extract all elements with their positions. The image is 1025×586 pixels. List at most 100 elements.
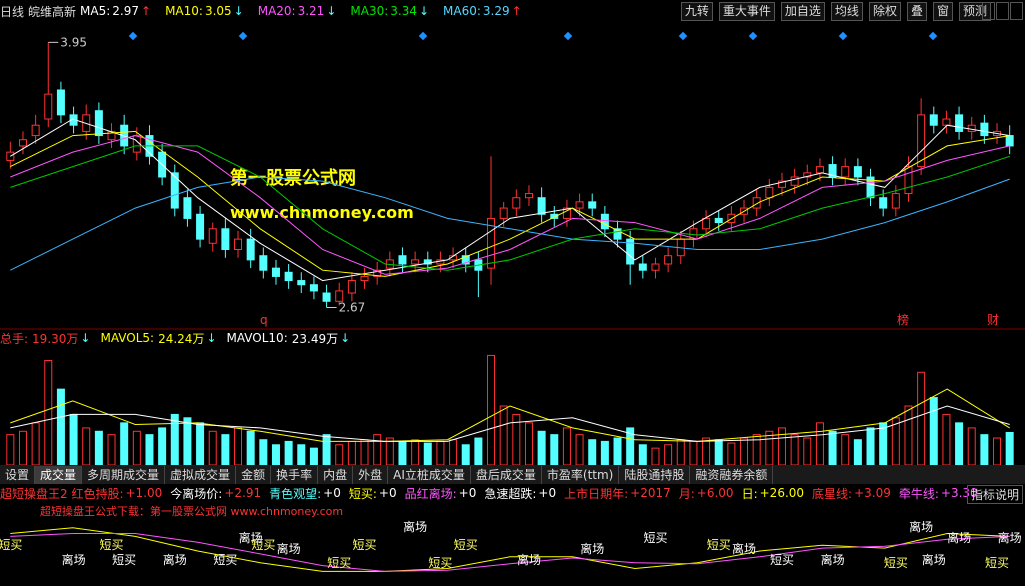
ma-arrow: ↓ <box>326 4 337 18</box>
candle-body <box>284 271 293 282</box>
volume-bar <box>765 430 774 465</box>
event[interactable] <box>563 31 573 41</box>
indicator-value: +0 <box>378 486 397 500</box>
volume-panel <box>6 354 1014 465</box>
icon[interactable] <box>1010 2 1023 20</box>
volume-bar <box>904 405 913 465</box>
indicator-label: 青色观望: <box>269 486 322 501</box>
candle-body <box>853 166 862 178</box>
candle-body <box>828 164 837 178</box>
chart-marker[interactable]: q <box>260 313 268 327</box>
tab[interactable]: 外盘 <box>353 466 389 484</box>
signal-label: 短买 <box>327 556 351 570</box>
volume-bar <box>702 437 711 465</box>
volume-bar <box>385 437 394 465</box>
toolbar-button[interactable]: 九转 <box>680 2 713 21</box>
ma-value: 3.05 <box>204 4 232 18</box>
event-markers <box>128 31 938 41</box>
toolbar-button[interactable]: 叠 <box>906 2 927 21</box>
signal-label: 短买 <box>112 553 136 567</box>
tab[interactable]: 多周期成交量 <box>82 466 166 484</box>
tab[interactable]: 成交量 <box>35 466 83 484</box>
signal-label: 离场 <box>821 552 845 567</box>
indicator-label: 超短操盘王2 红色持股: <box>0 486 124 501</box>
candle-body <box>550 213 559 219</box>
volume-bar <box>828 430 837 465</box>
signal-label: 离场 <box>277 541 301 556</box>
event[interactable] <box>418 31 428 41</box>
indicator-label: 月: <box>678 486 695 501</box>
signal-label: 短买 <box>985 556 1009 570</box>
tab[interactable]: 市盈率(ttm) <box>542 466 620 484</box>
candle-body <box>411 259 420 265</box>
volume-bar <box>967 427 976 465</box>
volume-bar <box>790 434 799 465</box>
tab[interactable]: 设置 <box>0 466 36 484</box>
volume-bar <box>866 427 875 465</box>
volume-bar <box>777 427 786 465</box>
chart-marker[interactable]: 财 <box>987 313 999 327</box>
tab[interactable]: 虚拟成交量 <box>165 466 237 484</box>
volume-bar <box>550 434 559 465</box>
price-panel: 第一股票公式网 www.chnmoney.com 3.95 2.67 q 榜 财 <box>0 31 1025 330</box>
event[interactable] <box>928 31 938 41</box>
vol-value: 23.49万 <box>291 331 339 346</box>
toolbar-button[interactable]: 除权 <box>868 2 901 21</box>
event[interactable] <box>678 31 688 41</box>
event[interactable] <box>748 31 758 41</box>
indicator-label: 底星线: <box>812 486 853 501</box>
volume-bar <box>689 440 698 465</box>
tab[interactable]: AI立桩成交量 <box>388 466 471 484</box>
volume-bar <box>297 444 306 465</box>
tab[interactable]: 盘后成交量 <box>471 466 542 484</box>
ma-line <box>10 135 1010 275</box>
volume-bar <box>423 442 432 465</box>
signal-label: 短买 <box>213 553 237 567</box>
candle-body <box>815 166 824 174</box>
icon[interactable] <box>982 2 995 20</box>
event[interactable] <box>128 31 138 41</box>
tab[interactable]: 陆股通持股 <box>619 466 691 484</box>
indicator-value: +0 <box>538 486 557 500</box>
event[interactable] <box>838 31 848 41</box>
volume-bar <box>107 434 116 465</box>
volume-bar <box>183 417 192 465</box>
volume-bar <box>145 434 154 465</box>
toolbar-button[interactable]: 加自选 <box>780 2 825 21</box>
signal-label: 离场 <box>580 541 604 556</box>
tab[interactable]: 换手率 <box>271 466 319 484</box>
volume-bar <box>56 388 65 465</box>
volume-bar <box>841 434 850 465</box>
chart-marker[interactable]: 榜 <box>897 312 909 327</box>
candle-body <box>765 186 774 199</box>
indicator-label: 短买: <box>348 486 377 501</box>
help-button[interactable]: 指标说明 <box>966 485 1023 504</box>
ma-line <box>10 118 1010 282</box>
vol-arrow: ↓ <box>206 331 217 345</box>
signal-label: 离场 <box>517 552 541 567</box>
volume-bar <box>94 430 103 465</box>
signal-label: 离场 <box>998 530 1022 545</box>
period[interactable]: 日线 <box>0 4 25 19</box>
toolbar-button[interactable]: 窗 <box>932 2 953 21</box>
signal-label: 短买 <box>770 553 794 567</box>
indicator-tabs: 设置 成交量 多周期成交量 虚拟成交量 金额 换手率 内盘 外盘 AI立桩成交量 盘后成交量 市盈率… <box>0 465 1025 484</box>
volume-bar <box>436 440 445 465</box>
indicator-label: 品红离场: <box>404 486 457 501</box>
tab[interactable]: 内盘 <box>318 466 354 484</box>
candle-body <box>487 217 496 269</box>
vol-label: 总手: <box>0 331 29 346</box>
toolbar-button[interactable]: 重大事件 <box>718 2 775 21</box>
vol-label: MAVOL10: <box>226 331 288 345</box>
volume-bar <box>44 359 53 465</box>
tab[interactable]: 金额 <box>236 466 272 484</box>
toolbar-button[interactable]: 均线 <box>830 2 863 21</box>
event[interactable] <box>238 31 248 41</box>
tab[interactable]: 融资融券余额 <box>690 466 774 484</box>
volume-bar <box>929 397 938 465</box>
icon[interactable] <box>996 2 1009 20</box>
candle-body <box>259 255 268 271</box>
volume-bar <box>980 434 989 465</box>
candle-body <box>373 269 382 277</box>
